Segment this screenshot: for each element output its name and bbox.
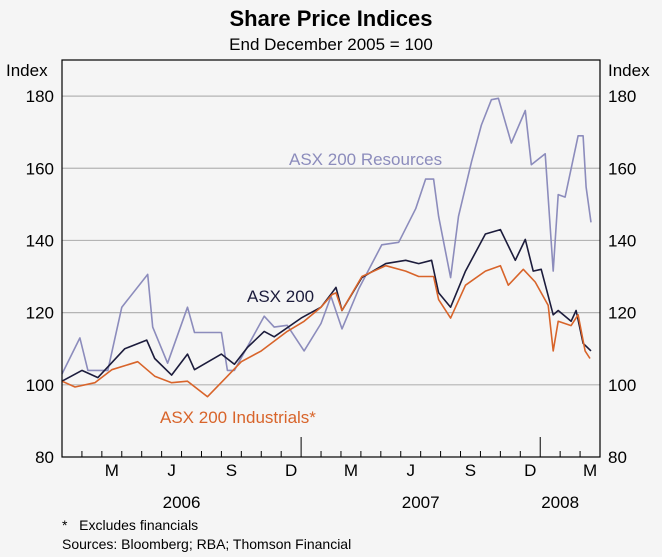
month-label: S	[226, 461, 237, 480]
left-tick-label: 120	[26, 304, 54, 323]
month-label: D	[285, 461, 297, 480]
month-label: S	[465, 461, 476, 480]
left-tick-label: 100	[26, 376, 54, 395]
left-tick-label: 160	[26, 159, 54, 178]
right-tick-label: 140	[608, 231, 636, 250]
annotation-industrials: ASX 200 Industrials*	[160, 408, 316, 427]
left-tick-label: 80	[35, 448, 54, 467]
right-tick-label: 100	[608, 376, 636, 395]
month-label: D	[524, 461, 536, 480]
series-line-asx-200	[61, 228, 592, 382]
month-label: M	[105, 461, 119, 480]
year-label: 2006	[163, 493, 201, 512]
footnote: * Excludes financials	[62, 517, 198, 533]
chart-subtitle: End December 2005 = 100	[229, 35, 433, 54]
left-tick-label: 140	[26, 231, 54, 250]
month-label: J	[167, 461, 176, 480]
sources: Sources: Bloomberg; RBA; Thomson Financi…	[62, 536, 351, 552]
annotation-asx200: ASX 200	[247, 287, 314, 306]
right-tick-label: 120	[608, 304, 636, 323]
series-line-asx-200-resources	[61, 97, 592, 375]
annotation-resources: ASX 200 Resources	[289, 150, 442, 169]
plot-frame	[61, 59, 601, 458]
left-axis-label: Index	[6, 61, 48, 80]
series-line-asx-200-industrials	[61, 264, 591, 398]
right-tick-label: 160	[608, 159, 636, 178]
month-label: M	[344, 461, 358, 480]
left-tick-label: 180	[26, 87, 54, 106]
month-label: M	[583, 461, 597, 480]
month-label: J	[406, 461, 415, 480]
year-label: 2007	[402, 493, 440, 512]
right-axis-label: Index	[608, 61, 650, 80]
right-tick-label: 80	[608, 448, 627, 467]
right-tick-label: 180	[608, 87, 636, 106]
year-label: 2008	[541, 493, 579, 512]
chart-title: Share Price Indices	[230, 6, 433, 31]
